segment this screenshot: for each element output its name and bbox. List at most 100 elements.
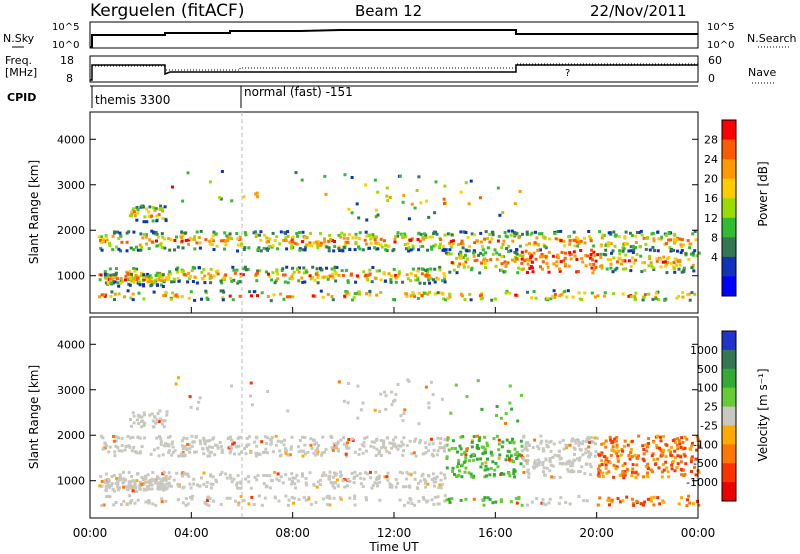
range-cell: [634, 471, 638, 475]
range-cell: [385, 194, 389, 198]
range-cell: [450, 446, 454, 450]
range-cell: [364, 471, 368, 475]
range-cell: [569, 470, 573, 474]
range-cell: [223, 231, 227, 235]
range-cell: [260, 503, 264, 507]
range-cell: [641, 502, 645, 505]
range-cell: [120, 240, 124, 244]
range-cell: [472, 254, 476, 258]
range-cell: [311, 265, 315, 269]
range-cell: [233, 452, 236, 456]
range-cell: [440, 482, 444, 486]
range-cell: [326, 292, 330, 296]
range-cell: [172, 277, 176, 281]
range-cell: [539, 434, 543, 438]
range-cell: [187, 271, 191, 275]
range-cell: [364, 183, 368, 187]
range-cell: [100, 484, 104, 488]
range-cell: [629, 269, 633, 273]
range-cell: [168, 435, 172, 439]
range-cell: [290, 244, 294, 248]
range-cell: [269, 438, 273, 442]
range-cell: [186, 280, 190, 284]
range-cell: [514, 251, 518, 255]
range-cell: [465, 395, 469, 399]
range-cell: [672, 267, 676, 271]
range-cell: [256, 294, 259, 298]
range-cell: [145, 480, 149, 484]
range-cell: [583, 291, 587, 295]
range-cell: [645, 474, 649, 477]
range-cell: [123, 295, 126, 299]
range-cell: [300, 178, 304, 182]
range-cell: [344, 243, 347, 247]
range-cell: [159, 442, 163, 446]
range-cell: [297, 498, 301, 501]
range-cell: [335, 478, 339, 482]
range-cell: [499, 473, 503, 476]
colorbar-tick-label: 12: [704, 212, 718, 225]
range-cell: [468, 292, 472, 296]
range-cell: [188, 395, 192, 399]
range-cell: [477, 439, 481, 443]
range-cell: [301, 230, 305, 234]
velocity-frame: [89, 316, 699, 519]
range-cell: [301, 472, 304, 476]
range-cell: [676, 437, 680, 441]
range-cell: [409, 473, 413, 477]
range-cell: [609, 258, 613, 262]
range-cell: [343, 294, 347, 298]
range-cell: [513, 453, 517, 457]
range-cell: [536, 458, 540, 462]
y-tick-label: 4000: [57, 133, 85, 146]
range-cell: [528, 252, 531, 256]
range-cell: [187, 296, 191, 300]
range-cell: [297, 279, 301, 283]
range-cell: [416, 269, 420, 273]
range-cell: [203, 439, 206, 443]
range-cell: [525, 258, 529, 261]
range-cell: [432, 278, 435, 282]
range-cell: [546, 445, 550, 449]
range-cell: [118, 231, 122, 235]
range-cell: [332, 442, 336, 446]
range-cell: [623, 259, 627, 263]
range-cell: [290, 495, 294, 499]
range-cell: [99, 475, 103, 479]
range-cell: [128, 283, 132, 287]
range-cell: [170, 440, 174, 444]
range-cell: [600, 442, 604, 446]
range-cell: [663, 260, 667, 264]
range-cell: [394, 280, 398, 284]
range-cell: [236, 436, 240, 440]
range-cell: [162, 488, 166, 492]
range-cell: [356, 416, 360, 420]
range-cell: [164, 486, 168, 490]
range-cell: [159, 436, 163, 440]
range-cell: [607, 231, 611, 235]
range-cell: [470, 266, 474, 270]
range-cell: [621, 292, 625, 296]
range-cell: [135, 278, 138, 282]
range-cell: [209, 267, 213, 271]
range-cell: [282, 297, 286, 301]
range-cell: [646, 445, 649, 449]
range-cell: [473, 259, 477, 263]
range-cell: [578, 441, 581, 445]
range-cell: [509, 454, 513, 458]
range-cell: [510, 458, 514, 462]
range-cell: [160, 207, 164, 211]
range-cell: [275, 268, 279, 272]
range-cell: [479, 231, 483, 235]
range-cell: [264, 485, 268, 489]
range-cell: [680, 496, 683, 500]
range-cell: [675, 466, 679, 469]
range-cell: [422, 291, 426, 295]
range-cell: [289, 447, 293, 451]
range-cell: [621, 464, 625, 468]
range-cell: [581, 260, 585, 264]
range-cell: [152, 230, 156, 234]
range-cell: [600, 453, 603, 457]
range-cell: [596, 253, 600, 257]
range-cell: [435, 453, 439, 457]
